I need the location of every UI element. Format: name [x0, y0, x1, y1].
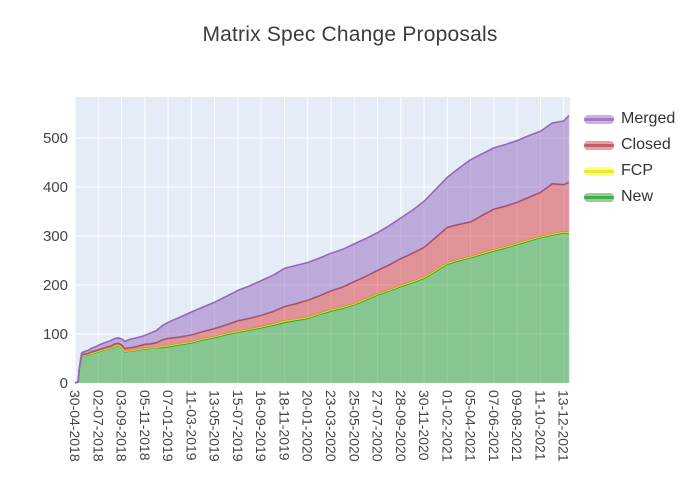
legend-stripe-new-icon	[584, 195, 614, 199]
y-tick-label: 500	[43, 130, 68, 147]
x-tick-label: 25-05-2020	[346, 390, 362, 462]
legend-label-fcp: FCP	[621, 162, 653, 179]
x-tick-label: 23-03-2020	[323, 390, 339, 462]
x-tick-label: 13-12-2021	[556, 390, 572, 462]
x-tick-label: 09-08-2021	[509, 390, 525, 462]
x-tick-label: 30-11-2020	[416, 390, 432, 461]
legend-stripe-fcp-icon	[584, 169, 614, 173]
legend-swatch-fcp-icon	[584, 166, 614, 176]
chart-title: Matrix Spec Change Proposals	[202, 23, 498, 46]
y-tick-label: 400	[43, 179, 68, 196]
legend-label-closed: Closed	[621, 136, 671, 153]
legend-item-closed[interactable]: Closed	[584, 134, 675, 156]
legend-item-new[interactable]: New	[584, 186, 675, 208]
y-tick-label: 200	[43, 277, 68, 294]
y-tick-label: 100	[43, 326, 68, 343]
legend: Merged Closed FCP New	[584, 108, 675, 212]
x-tick-label: 05-11-2018	[137, 390, 153, 461]
x-tick-label: 18-11-2019	[276, 390, 292, 461]
legend-item-fcp[interactable]: FCP	[584, 160, 675, 182]
legend-swatch-new-icon	[584, 192, 614, 202]
area-merged	[75, 115, 569, 383]
x-tick-label: 03-09-2018	[114, 390, 130, 462]
x-tick-label: 01-02-2021	[439, 390, 455, 462]
legend-swatch-closed-icon	[584, 140, 614, 150]
legend-label-merged: Merged	[621, 110, 676, 127]
x-tick-label: 11-10-2021	[532, 390, 548, 461]
x-tick-label: 07-01-2019	[160, 390, 176, 462]
x-tick-label: 28-09-2020	[393, 390, 409, 462]
x-tick-label: 11-03-2019	[183, 390, 199, 461]
x-tick-label: 05-04-2021	[463, 390, 479, 462]
y-tick-label: 0	[60, 375, 68, 392]
y-tick-label: 300	[43, 228, 68, 245]
area-closed	[75, 182, 569, 383]
x-tick-label: 27-07-2020	[370, 390, 386, 462]
line-fcp	[74, 230, 569, 384]
x-tick-label: 30-04-2018	[67, 390, 83, 462]
legend-item-merged[interactable]: Merged	[584, 108, 675, 130]
legend-label-new: New	[621, 188, 654, 205]
legend-swatch-merged-icon	[584, 114, 614, 124]
x-axis-tick-labels: 30-04-2018 02-07-2018 03-09-2018 05-11-2018…	[67, 390, 572, 462]
x-tick-label: 02-07-2018	[90, 390, 106, 462]
x-tick-label: 13-05-2019	[207, 390, 223, 462]
x-tick-label: 15-07-2019	[230, 390, 246, 462]
x-tick-label: 20-01-2020	[300, 390, 316, 462]
y-axis-tick-labels: 0 100 200 300 400 500	[43, 130, 68, 392]
line-merged	[74, 115, 570, 384]
area-new	[75, 232, 569, 383]
legend-stripe-merged-icon	[584, 117, 614, 121]
legend-stripe-closed-icon	[584, 143, 614, 147]
x-tick-label: 07-06-2021	[486, 390, 502, 462]
x-tick-label: 16-09-2019	[253, 390, 269, 462]
